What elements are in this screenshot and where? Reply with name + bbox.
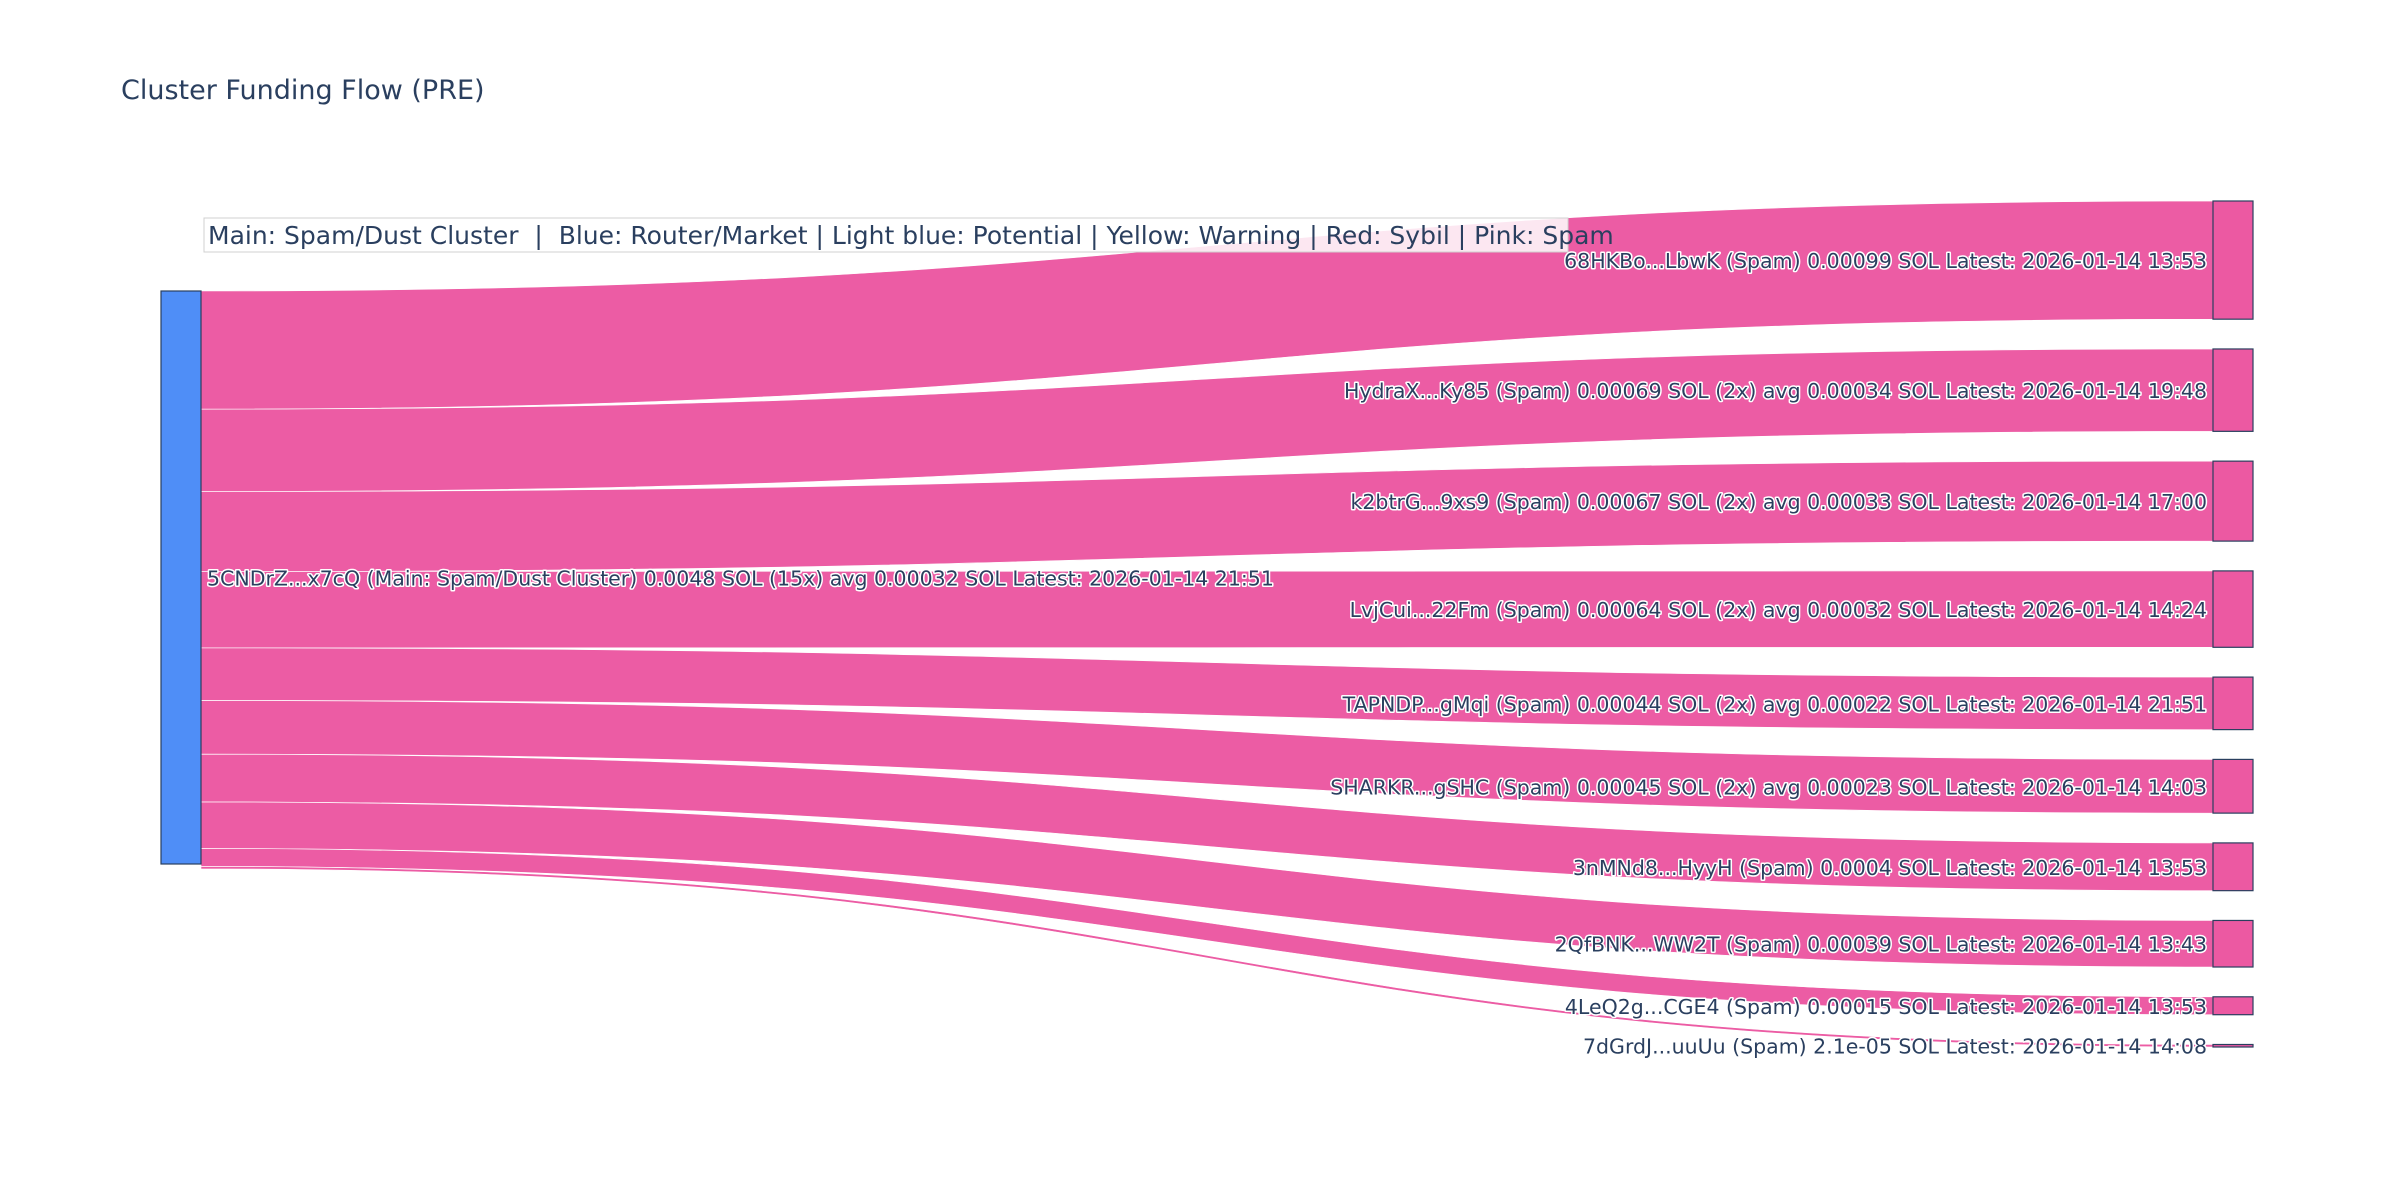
target-label-5: SHARKR...gSHC (Spam) 0.00045 SOL (2x) av… bbox=[1330, 775, 2207, 799]
target-label-7: 2QfBNK...WW2T (Spam) 0.00039 SOL Latest:… bbox=[1555, 933, 2207, 957]
legend-box bbox=[203, 217, 1569, 253]
source-label: 5CNDrZ...x7cQ (Main: Spam/Dust Cluster) … bbox=[207, 567, 1274, 591]
target-node-9 bbox=[2212, 1043, 2254, 1048]
labels-layer: 68HKBo...LbwK (Spam) 0.00099 SOL Latest:… bbox=[206, 248, 2209, 1061]
target-label-1: HydraX...Ky85 (Spam) 0.00069 SOL (2x) av… bbox=[1344, 379, 2207, 403]
legend-annotation: Main: Spam/Dust Cluster | Blue: Router/M… bbox=[203, 217, 1614, 253]
legend-text: Main: Spam/Dust Cluster | Blue: Router/M… bbox=[208, 221, 1614, 250]
target-label-4: TAPNDP...gMqi (Spam) 0.00044 SOL (2x) av… bbox=[1342, 692, 2207, 716]
target-node-7 bbox=[2212, 919, 2254, 968]
target-node-6 bbox=[2212, 842, 2254, 892]
target-label-9: 7dGrdJ...uuUu (Spam) 2.1e-05 SOL Latest:… bbox=[1583, 1035, 2207, 1059]
target-node-4 bbox=[2212, 676, 2254, 731]
target-label-8: 4LeQ2g...CGE4 (Spam) 0.00015 SOL Latest:… bbox=[1565, 995, 2207, 1019]
target-label-0: 68HKBo...LbwK (Spam) 0.00099 SOL Latest:… bbox=[1564, 249, 2207, 273]
target-label-3: LvjCui...22Fm (Spam) 0.00064 SOL (2x) av… bbox=[1350, 598, 2207, 622]
target-node-2 bbox=[2212, 460, 2254, 542]
target-node-1 bbox=[2212, 348, 2254, 432]
target-label-6: 3nMNd8...HyyH (Spam) 0.0004 SOL Latest: … bbox=[1573, 856, 2207, 880]
target-label-2: k2btrG...9xs9 (Spam) 0.00067 SOL (2x) av… bbox=[1351, 490, 2207, 514]
target-node-5 bbox=[2212, 758, 2254, 814]
source-node bbox=[160, 290, 202, 865]
nodes-layer bbox=[160, 200, 2254, 1048]
target-node-0 bbox=[2212, 200, 2254, 320]
links-layer bbox=[200, 200, 2214, 1048]
target-node-8 bbox=[2212, 996, 2254, 1016]
chart-title: Cluster Funding Flow (PRE) bbox=[121, 75, 485, 106]
target-node-3 bbox=[2212, 570, 2254, 648]
